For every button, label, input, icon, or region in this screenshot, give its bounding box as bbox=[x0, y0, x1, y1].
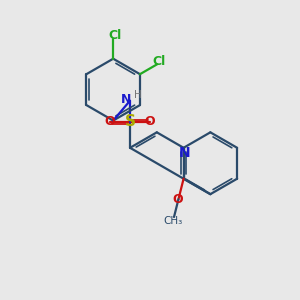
Text: N: N bbox=[179, 146, 190, 160]
Text: CH₃: CH₃ bbox=[163, 215, 182, 226]
Text: O: O bbox=[145, 116, 155, 128]
Text: O: O bbox=[105, 116, 115, 128]
Text: Cl: Cl bbox=[152, 55, 165, 68]
Text: H: H bbox=[134, 90, 141, 100]
Text: O: O bbox=[172, 193, 183, 206]
Text: Cl: Cl bbox=[108, 29, 121, 42]
Text: S: S bbox=[124, 114, 136, 129]
Text: N: N bbox=[121, 93, 132, 106]
